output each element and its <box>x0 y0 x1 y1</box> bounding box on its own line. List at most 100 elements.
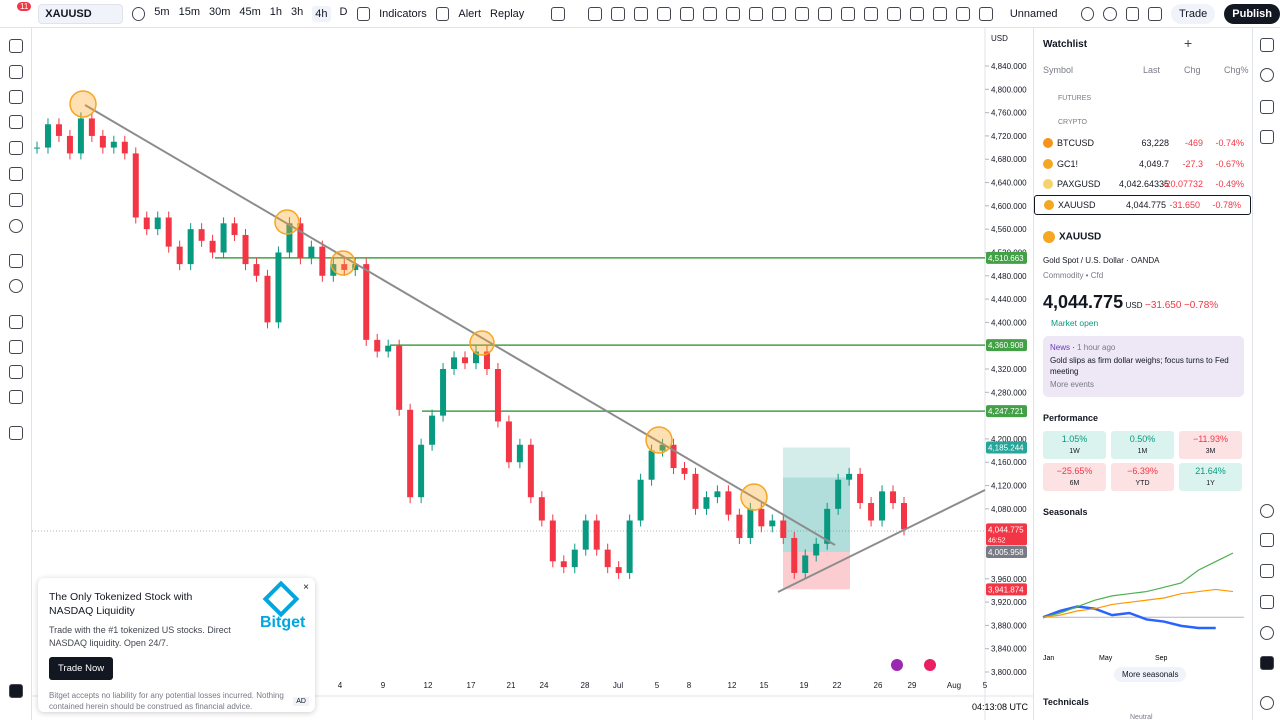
watchlist-row[interactable]: PAXGUSD 4,042.64335 -20.07732 -0.49% <box>1034 174 1253 194</box>
tool[interactable] <box>679 6 694 21</box>
tool[interactable] <box>633 6 648 21</box>
tool[interactable] <box>817 6 832 21</box>
icon[interactable] <box>1260 130 1274 144</box>
settings-icon[interactable] <box>1103 6 1117 21</box>
interval[interactable]: 4h <box>312 5 331 22</box>
tool[interactable] <box>909 6 924 21</box>
ad-cta[interactable]: Trade Now <box>49 657 114 680</box>
circle[interactable] <box>740 483 768 511</box>
col[interactable]: Symbol <box>1043 65 1074 75</box>
tool[interactable] <box>9 193 23 207</box>
symbol-search[interactable]: XAUUSD <box>38 3 123 24</box>
tool[interactable] <box>656 6 671 21</box>
snapshot-icon[interactable] <box>1148 6 1162 21</box>
tool[interactable] <box>748 6 763 21</box>
indicators-button[interactable]: Indicators <box>379 7 427 20</box>
interval[interactable]: 1h <box>269 5 283 18</box>
tool[interactable] <box>9 219 23 233</box>
price-tick-label: 4,280.000 <box>991 388 1027 397</box>
tool[interactable] <box>9 167 23 181</box>
news-card[interactable]: News · 1 hour ago Gold slips as firm dol… <box>1043 336 1244 397</box>
fullscreen-icon[interactable] <box>1125 6 1140 21</box>
event-icon[interactable] <box>924 659 936 671</box>
tool[interactable] <box>9 315 23 329</box>
icon[interactable] <box>1260 656 1274 670</box>
tool[interactable] <box>9 254 23 268</box>
icon[interactable] <box>1260 68 1274 82</box>
tool[interactable] <box>9 115 23 129</box>
col[interactable]: Chg% <box>1224 65 1249 75</box>
tool[interactable] <box>794 6 809 21</box>
tool[interactable] <box>9 426 23 440</box>
tool[interactable] <box>886 6 901 21</box>
search-icon[interactable] <box>1080 6 1095 21</box>
tool[interactable] <box>9 365 23 379</box>
col[interactable]: Chg <box>1184 65 1201 75</box>
compare-icon[interactable] <box>131 6 146 21</box>
tool[interactable] <box>725 6 740 21</box>
tool[interactable] <box>9 39 23 53</box>
circle[interactable] <box>69 90 97 118</box>
icon[interactable] <box>1260 38 1274 52</box>
tool[interactable] <box>9 684 23 698</box>
undo-icon[interactable] <box>551 6 565 21</box>
more-seasonals[interactable]: More seasonals <box>1114 667 1187 682</box>
tool[interactable] <box>955 6 970 21</box>
tool[interactable] <box>863 6 878 21</box>
tool[interactable] <box>9 90 23 104</box>
chart-type-icon[interactable] <box>356 6 371 21</box>
tool[interactable] <box>840 6 855 21</box>
icon[interactable] <box>1260 595 1274 609</box>
tool[interactable] <box>9 340 23 354</box>
notification-badge[interactable]: 11 <box>17 2 32 11</box>
add-icon[interactable]: + <box>1184 35 1193 51</box>
news-more[interactable]: More events <box>1050 380 1095 389</box>
circle[interactable] <box>645 426 673 454</box>
tool[interactable] <box>610 6 625 21</box>
publish-button[interactable]: Publish <box>1224 3 1280 24</box>
symbol: BTCUSD <box>1057 138 1095 148</box>
icon[interactable] <box>1260 533 1274 547</box>
icon[interactable] <box>1260 696 1274 710</box>
trend-line[interactable] <box>777 489 986 593</box>
tool[interactable] <box>702 6 717 21</box>
interval[interactable]: 15m <box>178 5 200 18</box>
interval[interactable]: 5m <box>154 5 170 18</box>
tool[interactable] <box>771 6 786 21</box>
trade-button[interactable]: Trade <box>1170 3 1216 24</box>
tool[interactable] <box>9 65 23 79</box>
tool[interactable] <box>9 141 23 155</box>
watchlist-title[interactable]: Watchlist <box>1043 39 1088 50</box>
group[interactable]: FUTURES <box>1058 95 1092 102</box>
interval[interactable]: 30m <box>208 5 231 18</box>
event-icon[interactable] <box>891 659 903 671</box>
circle[interactable] <box>274 209 300 235</box>
interval[interactable]: 45m <box>239 5 261 18</box>
alert-button[interactable]: Alert <box>458 7 482 20</box>
group[interactable]: CRYPTO <box>1058 119 1087 126</box>
interval[interactable]: 3h <box>291 5 304 18</box>
templates-icon[interactable] <box>435 6 450 21</box>
replay-button[interactable]: Replay <box>490 7 525 20</box>
trend-line[interactable] <box>84 104 836 546</box>
tool[interactable] <box>587 6 602 21</box>
candle-body <box>648 450 655 480</box>
icon[interactable] <box>1260 626 1274 640</box>
col[interactable]: Last <box>1143 65 1161 75</box>
tool[interactable] <box>978 6 993 21</box>
icon[interactable] <box>1260 564 1274 578</box>
tool[interactable] <box>932 6 947 21</box>
circle[interactable] <box>330 250 356 276</box>
tool[interactable] <box>9 279 23 293</box>
tool[interactable] <box>9 390 23 404</box>
icon[interactable] <box>1260 100 1274 114</box>
watchlist-row[interactable]: BTCUSD 63,228 -469 -0.74% <box>1034 133 1253 153</box>
circle[interactable] <box>469 330 495 356</box>
currency[interactable]: USD <box>991 34 1008 43</box>
layout-name[interactable]: Unnamed <box>1009 7 1058 20</box>
icon[interactable] <box>1260 504 1274 518</box>
watchlist-row[interactable]: GC1! 4,049.7 -27.3 -0.67% <box>1034 154 1253 174</box>
interval[interactable]: D <box>339 5 348 18</box>
watchlist-row[interactable]: XAUUSD 4,044.775 -31.650 -0.78% <box>1034 194 1251 215</box>
close-icon[interactable]: × <box>303 582 309 593</box>
